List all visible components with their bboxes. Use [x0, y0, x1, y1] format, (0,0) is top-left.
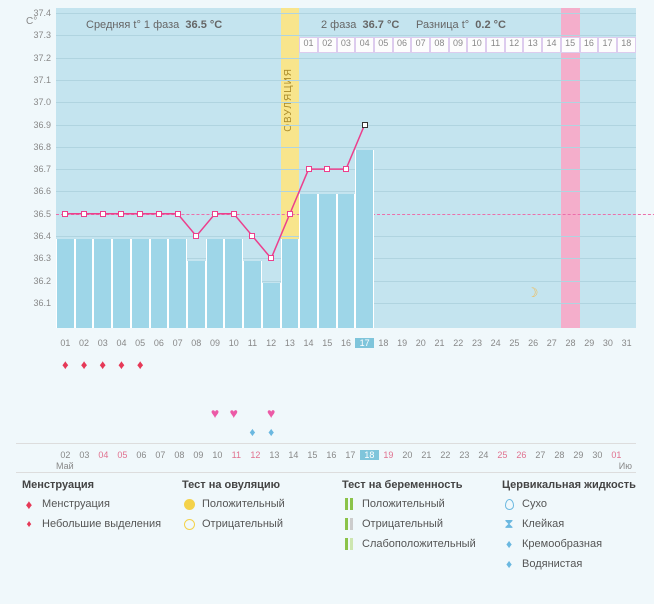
cal-day-7[interactable]: 07 — [151, 450, 170, 460]
cal-day-2[interactable]: 02 — [56, 450, 75, 460]
day-27[interactable]: 27 — [542, 338, 561, 348]
cf-dry-icon — [502, 497, 516, 511]
day-3[interactable]: 03 — [93, 338, 112, 348]
cal-day-15[interactable]: 15 — [303, 450, 322, 460]
day-19[interactable]: 19 — [393, 338, 412, 348]
cal-day-4[interactable]: 04 — [94, 450, 113, 460]
day-10[interactable]: 10 — [224, 338, 243, 348]
day-22[interactable]: 22 — [449, 338, 468, 348]
cf-creamy-icon: ♦ — [502, 537, 516, 551]
diff-info: Разница t° 0.2 °C — [416, 16, 506, 34]
calendar-days: 0203040506070809101112131415161718192021… — [16, 444, 636, 474]
cal-day-21[interactable]: 21 — [417, 450, 436, 460]
cal-day-5[interactable]: 05 — [113, 450, 132, 460]
day-13[interactable]: 13 — [281, 338, 300, 348]
month1-label: Май — [56, 461, 74, 471]
circle-filled-icon — [182, 497, 196, 511]
day-29[interactable]: 29 — [580, 338, 599, 348]
cal-day-3[interactable]: 03 — [75, 450, 94, 460]
month2-label: Ию — [619, 461, 632, 471]
legend-col-pregnancy: Тест на беременность Положительный Отриц… — [342, 479, 492, 577]
cal-day-17[interactable]: 17 — [341, 450, 360, 460]
day-17[interactable]: 17 — [355, 338, 374, 348]
cal-day-29[interactable]: 29 — [569, 450, 588, 460]
day-31[interactable]: 31 — [617, 338, 636, 348]
day-7[interactable]: 07 — [168, 338, 187, 348]
drop-small-icon: ♦ — [22, 517, 36, 531]
cal-day-28[interactable]: 28 — [550, 450, 569, 460]
day-4[interactable]: 04 — [112, 338, 131, 348]
cal-day-30[interactable]: 30 — [588, 450, 607, 460]
bbt-chart: ОВУЛЯЦИЯ Средняя t° 1 фаза 36.5 °C 2 фаз… — [16, 8, 636, 353]
y-unit: C° — [26, 16, 37, 27]
day-6[interactable]: 06 — [150, 338, 169, 348]
cal-day-20[interactable]: 20 — [398, 450, 417, 460]
day-2[interactable]: 02 — [75, 338, 94, 348]
legend-col-menstruation: Менструация ♦Менструация ♦Небольшие выде… — [22, 479, 172, 577]
day-18[interactable]: 18 — [374, 338, 393, 348]
day-21[interactable]: 21 — [430, 338, 449, 348]
bars-weak-icon — [342, 537, 356, 551]
day-15[interactable]: 15 — [318, 338, 337, 348]
cal-day-11[interactable]: 11 — [227, 450, 246, 460]
day-16[interactable]: 16 — [337, 338, 356, 348]
day-5[interactable]: 05 — [131, 338, 150, 348]
cal-day-13[interactable]: 13 — [265, 450, 284, 460]
moon-icon: ☽ — [527, 285, 539, 301]
day-25[interactable]: 25 — [505, 338, 524, 348]
phase2-info: 2 фаза 36.7 °C — [321, 16, 399, 34]
cal-day-26[interactable]: 26 — [512, 450, 531, 460]
fertility-chart-widget: ОВУЛЯЦИЯ Средняя t° 1 фаза 36.5 °C 2 фаз… — [0, 0, 654, 604]
bars-pos-icon — [342, 497, 356, 511]
day-24[interactable]: 24 — [486, 338, 505, 348]
bars-neg-icon — [342, 517, 356, 531]
day-1[interactable]: 01 — [56, 338, 75, 348]
cal-day-25[interactable]: 25 — [493, 450, 512, 460]
cal-day-12[interactable]: 12 — [246, 450, 265, 460]
drop-icon: ♦ — [22, 497, 36, 511]
cal-day-9[interactable]: 09 — [189, 450, 208, 460]
day-30[interactable]: 30 — [599, 338, 618, 348]
day-14[interactable]: 14 — [299, 338, 318, 348]
day-28[interactable]: 28 — [561, 338, 580, 348]
cal-day-14[interactable]: 14 — [284, 450, 303, 460]
ovulation-label: ОВУЛЯЦИЯ — [283, 68, 294, 132]
cycle-day-header: 010203040506070809101112131415161718 — [299, 37, 635, 53]
cal-day-24[interactable]: 24 — [474, 450, 493, 460]
legend-col-cervical: Цервикальная жидкость Сухо ⧗Клейкая ♦Кре… — [502, 479, 652, 577]
circle-empty-icon — [182, 517, 196, 531]
intercourse-row: ♥♥♥♦♦ — [16, 383, 636, 443]
cf-sticky-icon: ⧗ — [502, 517, 516, 531]
cal-day-6[interactable]: 06 — [132, 450, 151, 460]
legend: Менструация ♦Менструация ♦Небольшие выде… — [22, 479, 652, 577]
day-12[interactable]: 12 — [262, 338, 281, 348]
phase1-info: Средняя t° 1 фаза 36.5 °C — [86, 16, 222, 34]
day-26[interactable]: 26 — [524, 338, 543, 348]
cal-day-10[interactable]: 10 — [208, 450, 227, 460]
cal-day-16[interactable]: 16 — [322, 450, 341, 460]
cal-day-18[interactable]: 18 — [360, 450, 379, 460]
cal-day-1[interactable]: 01 — [607, 450, 626, 460]
day-8[interactable]: 08 — [187, 338, 206, 348]
cf-watery-icon: ♦ — [502, 557, 516, 571]
day-9[interactable]: 09 — [206, 338, 225, 348]
cal-day-27[interactable]: 27 — [531, 450, 550, 460]
cal-day-8[interactable]: 08 — [170, 450, 189, 460]
legend-col-ovulation: Тест на овуляцию Положительный Отрицател… — [182, 479, 332, 577]
cal-day-22[interactable]: 22 — [436, 450, 455, 460]
cal-day-23[interactable]: 23 — [455, 450, 474, 460]
cal-day-19[interactable]: 19 — [379, 450, 398, 460]
calendar-row: 0203040506070809101112131415161718192021… — [16, 443, 636, 473]
day-11[interactable]: 11 — [243, 338, 262, 348]
day-23[interactable]: 23 — [468, 338, 487, 348]
menstruation-row: ♦♦♦♦♦ — [16, 353, 636, 383]
day-20[interactable]: 20 — [411, 338, 430, 348]
